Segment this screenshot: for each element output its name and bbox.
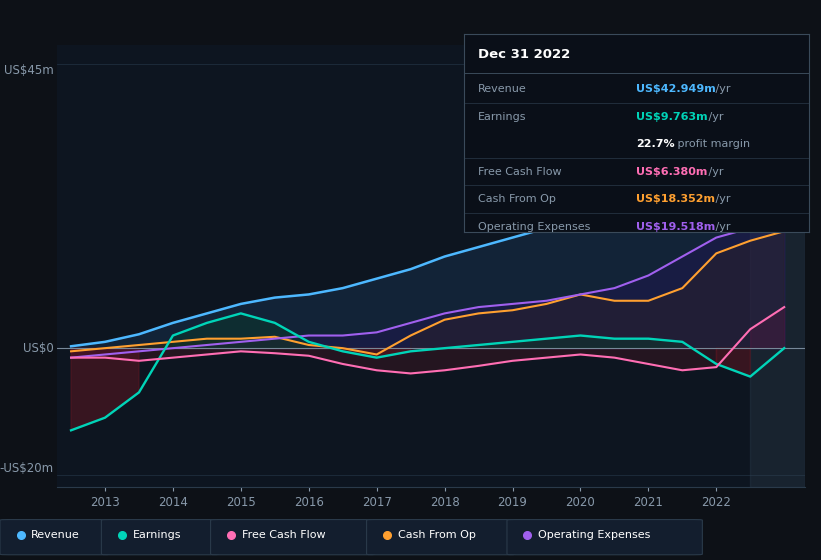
Text: /yr: /yr: [704, 167, 723, 176]
Text: Earnings: Earnings: [133, 530, 181, 540]
Text: Free Cash Flow: Free Cash Flow: [478, 167, 562, 176]
Text: US$42.949m: US$42.949m: [636, 84, 716, 94]
Text: Cash From Op: Cash From Op: [478, 194, 556, 204]
FancyBboxPatch shape: [507, 520, 702, 555]
FancyBboxPatch shape: [210, 520, 374, 555]
Text: Earnings: Earnings: [478, 111, 526, 122]
FancyBboxPatch shape: [102, 520, 218, 555]
Text: Revenue: Revenue: [478, 84, 526, 94]
Text: Operating Expenses: Operating Expenses: [539, 530, 650, 540]
Text: /yr: /yr: [712, 194, 731, 204]
Text: US$19.518m: US$19.518m: [636, 222, 716, 232]
FancyBboxPatch shape: [367, 520, 516, 555]
Text: Dec 31 2022: Dec 31 2022: [478, 48, 570, 60]
Text: US$6.380m: US$6.380m: [636, 167, 708, 176]
Text: /yr: /yr: [712, 84, 731, 94]
Text: Free Cash Flow: Free Cash Flow: [242, 530, 325, 540]
Text: -US$20m: -US$20m: [0, 461, 53, 474]
Text: US$0: US$0: [23, 342, 53, 354]
Text: profit margin: profit margin: [674, 139, 750, 149]
Text: US$9.763m: US$9.763m: [636, 111, 708, 122]
Text: /yr: /yr: [704, 111, 723, 122]
Text: Cash From Op: Cash From Op: [398, 530, 475, 540]
Text: US$18.352m: US$18.352m: [636, 194, 715, 204]
Text: /yr: /yr: [712, 222, 731, 232]
Bar: [750, 45, 805, 487]
Text: 22.7%: 22.7%: [636, 139, 675, 149]
Text: US$45m: US$45m: [4, 64, 53, 77]
FancyBboxPatch shape: [0, 520, 110, 555]
Text: Revenue: Revenue: [31, 530, 80, 540]
Text: Operating Expenses: Operating Expenses: [478, 222, 590, 232]
